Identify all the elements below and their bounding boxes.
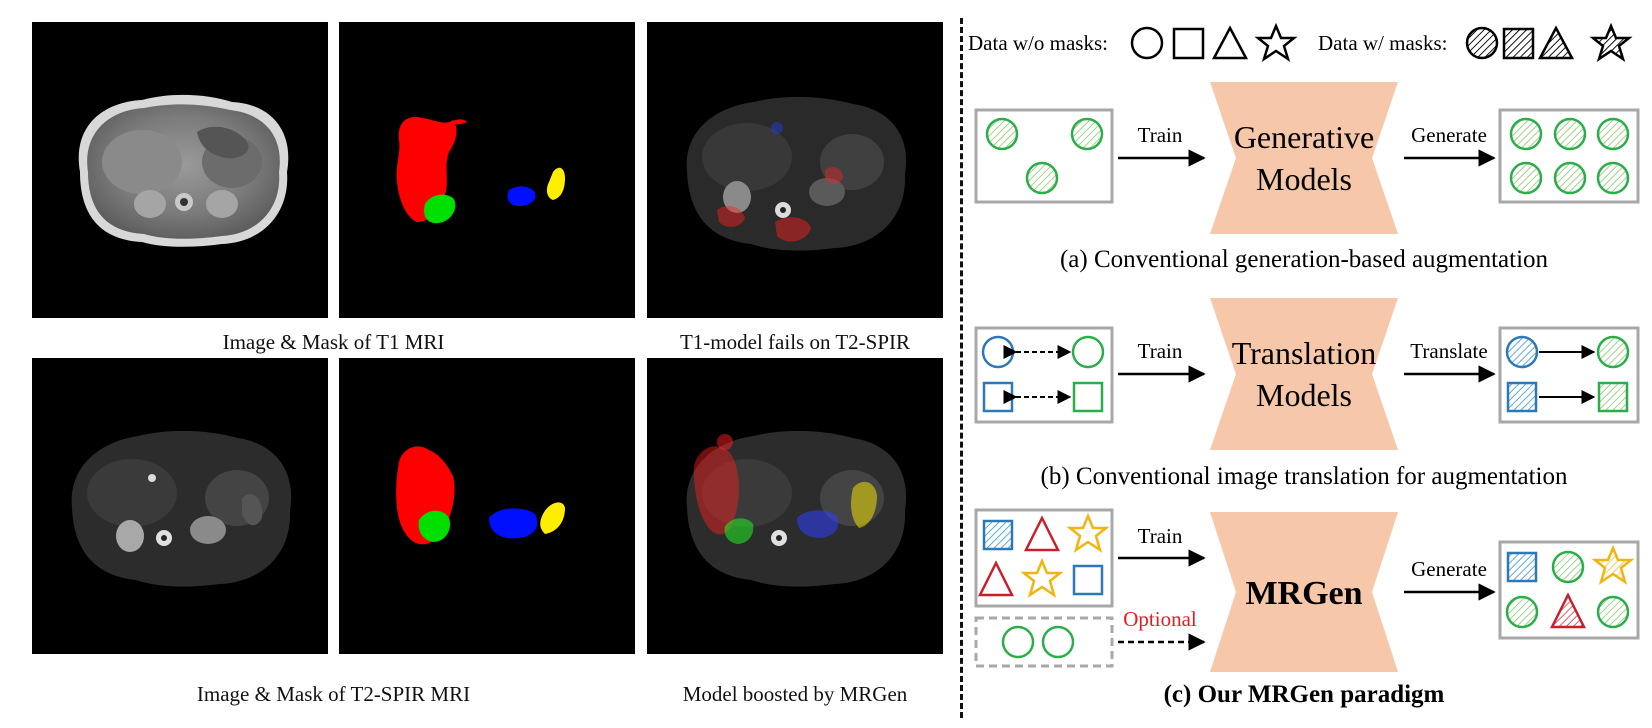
- legend-hatched-shapes: [1465, 22, 1633, 62]
- a-output-circle-icon: [1553, 161, 1587, 195]
- a-generate-label: Generate: [1411, 123, 1487, 147]
- c-input-yellow-star-icon: [1020, 557, 1064, 598]
- c-caption: (c) Our MRGen paradigm: [1164, 681, 1445, 708]
- c-input-red-triangle-icon: [977, 560, 1015, 597]
- b-input-green-circle-icon: [1071, 335, 1105, 369]
- c-output-blue-square-icon: [1506, 551, 1538, 583]
- a-input-circle-icon: [985, 117, 1019, 151]
- b-model-title-line2: Models: [1256, 377, 1352, 413]
- legend-triangle-icon: [1211, 25, 1249, 60]
- b-output-blue-circle-icon: [1505, 335, 1539, 369]
- c-output-green-circle-icon: [1551, 550, 1585, 584]
- c-model-block: [1210, 512, 1398, 672]
- a-output-circle-icon: [1596, 161, 1630, 195]
- b-model-title-line1: Translation: [1232, 335, 1377, 371]
- legend-hatched-star-icon: [1589, 22, 1633, 62]
- c-output-yellow-star-icon: [1591, 544, 1635, 585]
- a-model-title-line1: Generative: [1234, 119, 1374, 155]
- caption-t1-mri: Image & Mask of T1 MRI: [222, 330, 445, 354]
- a-model-block: [1210, 82, 1398, 234]
- b-output-green-square-icon: [1597, 381, 1629, 413]
- b-input-blue-circle-icon: [981, 335, 1015, 369]
- legend-square-icon: [1172, 27, 1205, 60]
- c-input-yellow-star-icon: [1066, 512, 1110, 553]
- b-caption: (b) Conventional image translation for a…: [1041, 463, 1568, 490]
- section-divider: [960, 18, 963, 718]
- legend-empty-shapes: [1130, 22, 1298, 62]
- a-output-circle-icon: [1509, 161, 1543, 195]
- c-input-blue-square-icon: [982, 519, 1014, 551]
- legend-with-masks: Data w/ masks:: [1318, 31, 1447, 55]
- b-input-blue-square-icon: [982, 381, 1014, 413]
- b-translate-label: Translate: [1410, 339, 1487, 363]
- legend-hatched-circle-icon: [1465, 26, 1499, 60]
- a-input-circle-icon: [1070, 117, 1104, 151]
- a-output-circle-icon: [1596, 117, 1630, 151]
- t1-model-fail-image: [647, 22, 943, 318]
- a-train-label: Train: [1138, 123, 1183, 147]
- legend-hatched-square-icon: [1502, 27, 1535, 60]
- caption-model-boosted: Model boosted by MRGen: [682, 682, 908, 706]
- b-input-green-square-icon: [1072, 381, 1104, 413]
- t2-spir-mask-image: [339, 358, 635, 654]
- c-input-blue-square-icon: [1072, 564, 1104, 596]
- c-train-label: Train: [1138, 524, 1183, 548]
- legend-without-masks: Data w/o masks:: [968, 31, 1108, 55]
- t1-mri-image: [32, 22, 328, 318]
- c-output-red-triangle-icon: [1549, 592, 1587, 629]
- c-input-red-triangle-icon: [1023, 515, 1061, 552]
- b-output-blue-square-icon: [1506, 381, 1538, 413]
- legend-star-icon: [1254, 22, 1298, 62]
- c-optional-green-circle-icon: [1001, 625, 1035, 659]
- c-optional-green-circle-icon: [1041, 625, 1075, 659]
- caption-t1-model-fails: T1-model fails on T2-SPIR: [679, 330, 910, 354]
- a-output-circle-icon: [1509, 117, 1543, 151]
- t1-mask-image: [339, 22, 635, 318]
- c-model-title: MRGen: [1245, 575, 1362, 612]
- b-output-green-circle-icon: [1596, 335, 1630, 369]
- c-generate-label: Generate: [1411, 557, 1487, 581]
- a-input-circle-icon: [1025, 161, 1059, 195]
- b-model-block: [1210, 298, 1398, 450]
- a-model-title-line2: Models: [1256, 161, 1352, 197]
- a-caption: (a) Conventional generation-based augmen…: [1060, 246, 1549, 273]
- legend-hatched-triangle-icon: [1537, 25, 1575, 60]
- t2-spir-mri-image: [32, 358, 328, 654]
- b-train-label: Train: [1138, 339, 1183, 363]
- boosted-model-image: [647, 358, 943, 654]
- c-output-green-circle-icon: [1505, 595, 1539, 629]
- legend-circle-icon: [1130, 26, 1164, 60]
- caption-t2-spir-mri: Image & Mask of T2-SPIR MRI: [196, 682, 471, 706]
- a-output-circle-icon: [1553, 117, 1587, 151]
- c-optional-label: Optional: [1123, 607, 1197, 631]
- c-output-green-circle-icon: [1596, 595, 1630, 629]
